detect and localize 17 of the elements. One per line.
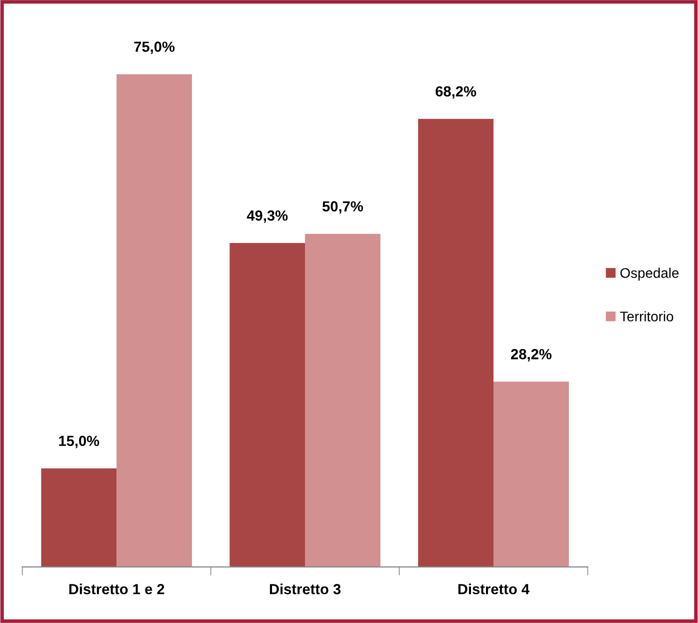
bar: [493, 382, 569, 567]
data-label: 50,7%: [322, 201, 364, 214]
bar: [305, 234, 380, 567]
data-label: 28,2%: [511, 349, 552, 362]
x-tick-label: Distretto 3: [270, 584, 341, 594]
bar: [41, 468, 117, 567]
data-label: 68,2%: [436, 86, 476, 99]
x-tick-label: Distretto 4: [458, 584, 530, 594]
bar: [230, 243, 306, 567]
data-label: 75,0%: [134, 42, 175, 54]
data-label: 15,0%: [59, 436, 100, 448]
data-label: 49,3%: [246, 210, 288, 223]
legend-label: Ospedale: [620, 268, 679, 281]
bar: [418, 118, 494, 567]
bar: [116, 74, 192, 567]
x-tick-label: Distretto 1 e 2: [69, 584, 164, 594]
legend-label: Territorio: [620, 311, 674, 322]
